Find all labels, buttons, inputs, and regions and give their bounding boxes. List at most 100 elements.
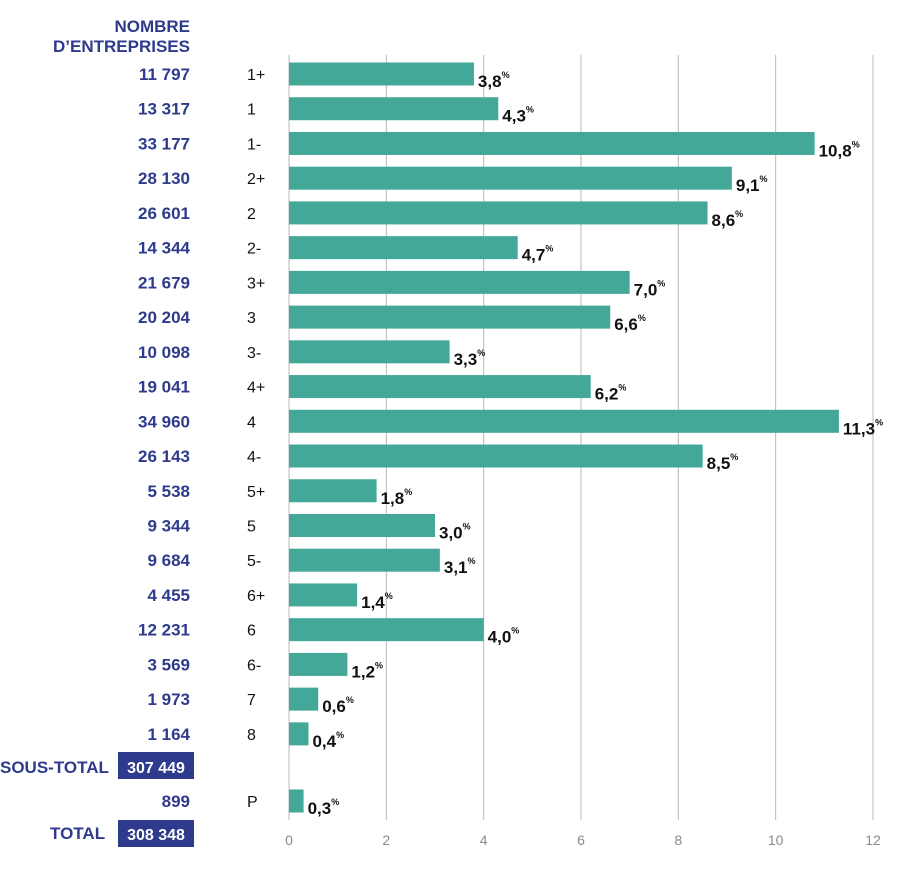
x-tick-label: 8 xyxy=(674,832,682,848)
count-label: 899 xyxy=(162,792,190,811)
bar xyxy=(289,789,304,813)
bar xyxy=(289,270,630,294)
bar xyxy=(289,652,348,676)
x-tick-label: 10 xyxy=(768,832,784,848)
x-tick-label: 6 xyxy=(577,832,585,848)
total-badge xyxy=(118,820,194,847)
total-value: 308 348 xyxy=(127,827,185,844)
bar xyxy=(289,236,518,260)
data-label: 4,0% xyxy=(488,626,520,647)
bar xyxy=(289,305,611,329)
category-label: 1 xyxy=(247,102,256,119)
category-label: 3 xyxy=(247,310,256,327)
category-label: 1+ xyxy=(247,67,265,84)
count-label: 5 538 xyxy=(147,482,190,501)
bar xyxy=(289,340,450,364)
category-label: 6- xyxy=(247,657,261,674)
count-label: 28 130 xyxy=(138,169,190,188)
bar xyxy=(289,444,703,468)
bar xyxy=(289,479,377,503)
count-label: 1 164 xyxy=(147,725,190,744)
data-label: 3,1% xyxy=(444,556,476,577)
data-label: 1,2% xyxy=(351,660,383,681)
category-label: 5+ xyxy=(247,484,265,501)
data-label: 1,8% xyxy=(381,487,413,508)
labels-layer: 11 797 1+ 3,8%13 317 1 4,3%33 177 1- 10,8%28 1… xyxy=(138,65,883,818)
bar xyxy=(289,409,839,433)
count-label: 10 098 xyxy=(138,343,190,362)
bar xyxy=(289,722,309,746)
data-label: 3,0% xyxy=(439,521,471,542)
count-label: 14 344 xyxy=(138,239,191,258)
category-label: 5- xyxy=(247,553,261,570)
count-label: 19 041 xyxy=(138,378,190,397)
x-tick-label: 4 xyxy=(480,832,488,848)
bar xyxy=(289,687,319,711)
data-label: 8,5% xyxy=(707,452,739,473)
data-label: 4,7% xyxy=(522,244,554,265)
category-label: 7 xyxy=(247,692,256,709)
count-label: 11 797 xyxy=(139,65,190,84)
data-label: 6,6% xyxy=(614,313,646,334)
count-label: 13 317 xyxy=(138,100,190,119)
bar xyxy=(289,513,435,537)
bar xyxy=(289,618,484,642)
category-label: 2- xyxy=(247,241,261,258)
bar xyxy=(289,201,708,225)
category-label: 4- xyxy=(247,449,261,466)
bar xyxy=(289,97,499,121)
category-label: 5 xyxy=(247,518,256,535)
count-label: 1 973 xyxy=(147,690,190,709)
count-label: 9 344 xyxy=(147,516,190,535)
count-label: 9 684 xyxy=(147,551,190,570)
data-label: 10,8% xyxy=(819,139,860,160)
data-label: 3,3% xyxy=(454,348,486,369)
data-label: 11,3% xyxy=(843,417,883,438)
category-label: 8 xyxy=(247,727,256,744)
category-label: 2+ xyxy=(247,171,265,188)
total-label: TOTAL xyxy=(50,824,105,843)
count-label: 26 601 xyxy=(138,204,190,223)
x-tick-label: 0 xyxy=(285,832,293,848)
subtotal-label: SOUS-TOTAL xyxy=(0,758,109,777)
subtotal-value: 307 449 xyxy=(127,760,185,777)
category-label: 6+ xyxy=(247,588,265,605)
category-label: 4+ xyxy=(247,380,265,397)
data-label: 7,0% xyxy=(634,278,666,299)
data-label: 1,4% xyxy=(361,591,393,612)
category-label: 3+ xyxy=(247,275,265,292)
bar xyxy=(289,131,815,155)
x-tick-label: 12 xyxy=(865,832,881,848)
category-label: 2 xyxy=(247,206,256,223)
header-line-2: D’ENTREPRISES xyxy=(53,37,190,56)
count-label: 20 204 xyxy=(138,308,191,327)
data-label: 8,6% xyxy=(712,209,744,230)
count-label: 3 569 xyxy=(147,655,190,674)
header-line-1: NOMBRE xyxy=(114,17,190,36)
count-label: 34 960 xyxy=(138,412,190,431)
data-label: 9,1% xyxy=(736,174,768,195)
count-label: 12 231 xyxy=(138,621,190,640)
bar xyxy=(289,548,440,572)
bar xyxy=(289,583,358,607)
data-label: 0,3% xyxy=(308,797,340,818)
count-label: 21 679 xyxy=(138,273,190,292)
bar xyxy=(289,62,474,86)
bars-layer xyxy=(289,62,839,813)
category-label: P xyxy=(247,794,258,811)
x-tick-label: 2 xyxy=(382,832,390,848)
count-label: 26 143 xyxy=(138,447,190,466)
bar xyxy=(289,166,732,190)
category-label: 1- xyxy=(247,136,261,153)
category-label: 6 xyxy=(247,623,256,640)
subtotal-badge xyxy=(118,752,194,779)
data-label: 6,2% xyxy=(595,383,627,404)
data-label: 4,3% xyxy=(502,105,534,126)
data-label: 0,4% xyxy=(312,730,344,751)
category-label: 4 xyxy=(247,414,256,431)
data-label: 3,8% xyxy=(478,70,510,91)
data-label: 0,6% xyxy=(322,695,354,716)
category-label: 3- xyxy=(247,345,261,362)
